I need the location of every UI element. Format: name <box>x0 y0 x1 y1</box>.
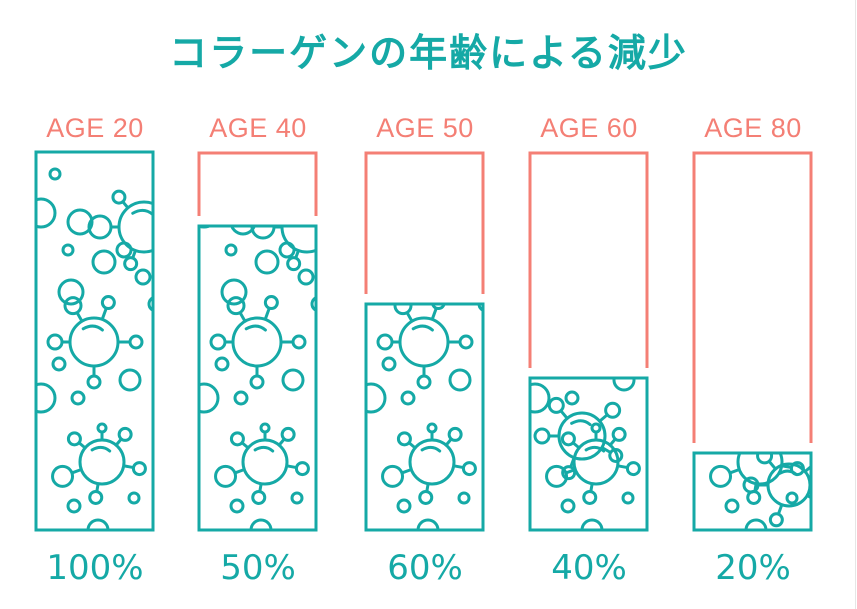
percent-label-20: 100% <box>46 548 144 588</box>
bar-5 <box>692 151 813 532</box>
bar-3 <box>364 151 485 532</box>
age-label-40: AGE 40 <box>209 113 307 143</box>
percent-label-40: 50% <box>220 548 296 588</box>
percent-label-60: 40% <box>551 548 627 588</box>
age-label-50: AGE 50 <box>376 113 474 143</box>
bar-4 <box>528 151 649 532</box>
bar-1 <box>34 150 155 532</box>
age-label-60: AGE 60 <box>540 113 638 143</box>
bar-2 <box>197 151 318 532</box>
right-edge-divider <box>855 0 856 609</box>
age-label-20: AGE 20 <box>46 113 144 143</box>
chart-title: コラーゲンの年齢による減少 <box>169 31 688 75</box>
percent-label-80: 20% <box>715 548 791 588</box>
percent-label-50: 60% <box>387 548 463 588</box>
age-label-80: AGE 80 <box>704 113 802 143</box>
